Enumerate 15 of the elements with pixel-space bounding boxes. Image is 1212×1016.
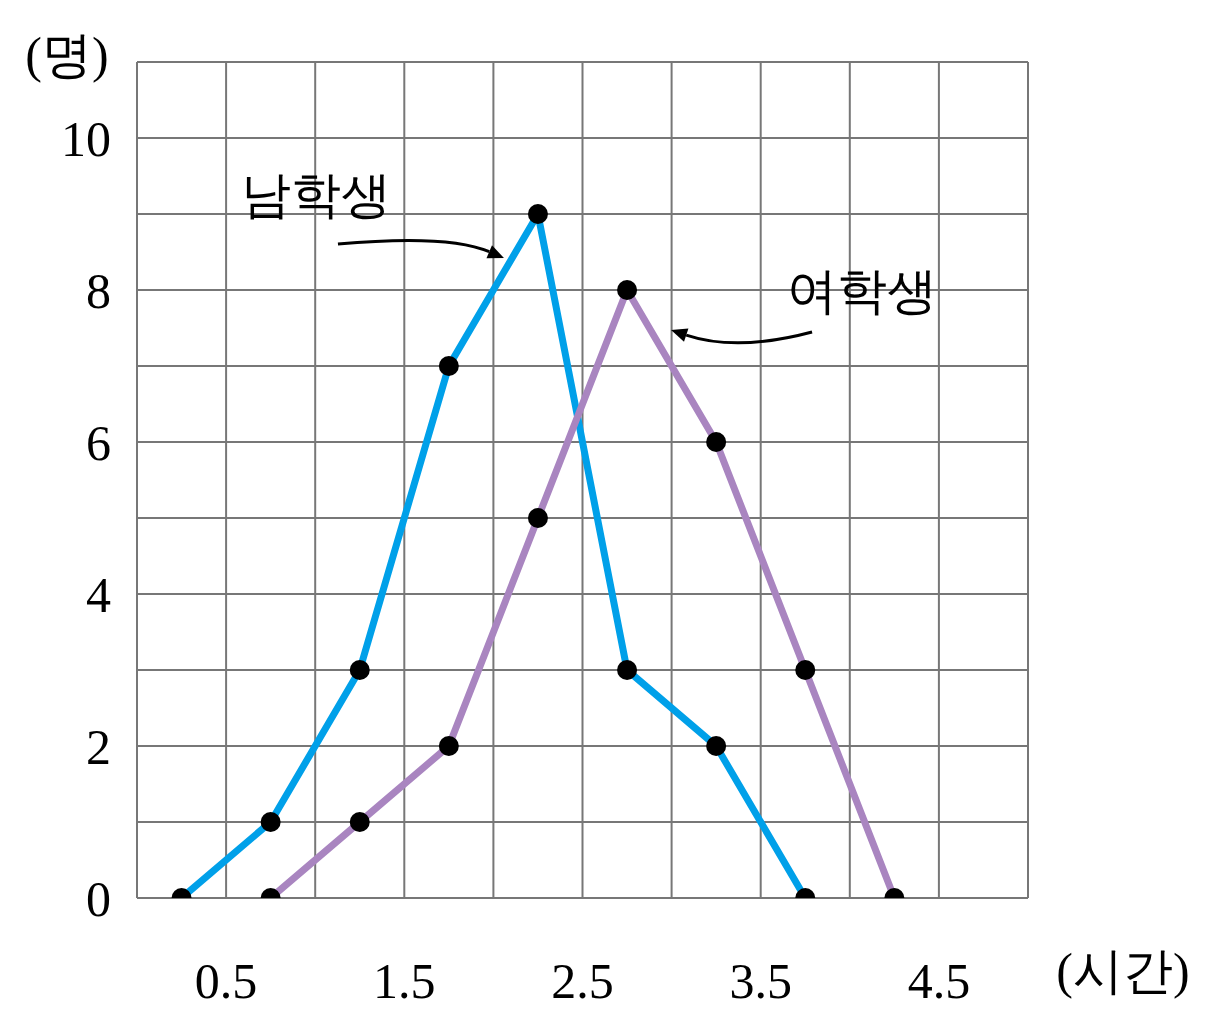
y-tick-label: 6 xyxy=(86,414,111,471)
x-tick-label: 2.5 xyxy=(551,952,614,1009)
y-tick-label: 4 xyxy=(86,566,111,623)
y-axis-title: (명) xyxy=(25,27,109,83)
y-tick-label: 0 xyxy=(86,870,111,927)
y-tick-label: 8 xyxy=(86,262,111,319)
x-tick-label: 1.5 xyxy=(373,952,436,1009)
text: 남학생 xyxy=(240,167,391,223)
y-tick-label: 10 xyxy=(61,110,111,167)
y-tick-label: 2 xyxy=(86,718,111,775)
x-axis-title: (시간) xyxy=(1056,943,1190,999)
x-tick-label: 3.5 xyxy=(729,952,792,1009)
x-tick-label: 4.5 xyxy=(907,952,971,1009)
x-tick-label: 0.5 xyxy=(194,952,258,1009)
text: 여학생 xyxy=(787,263,938,319)
